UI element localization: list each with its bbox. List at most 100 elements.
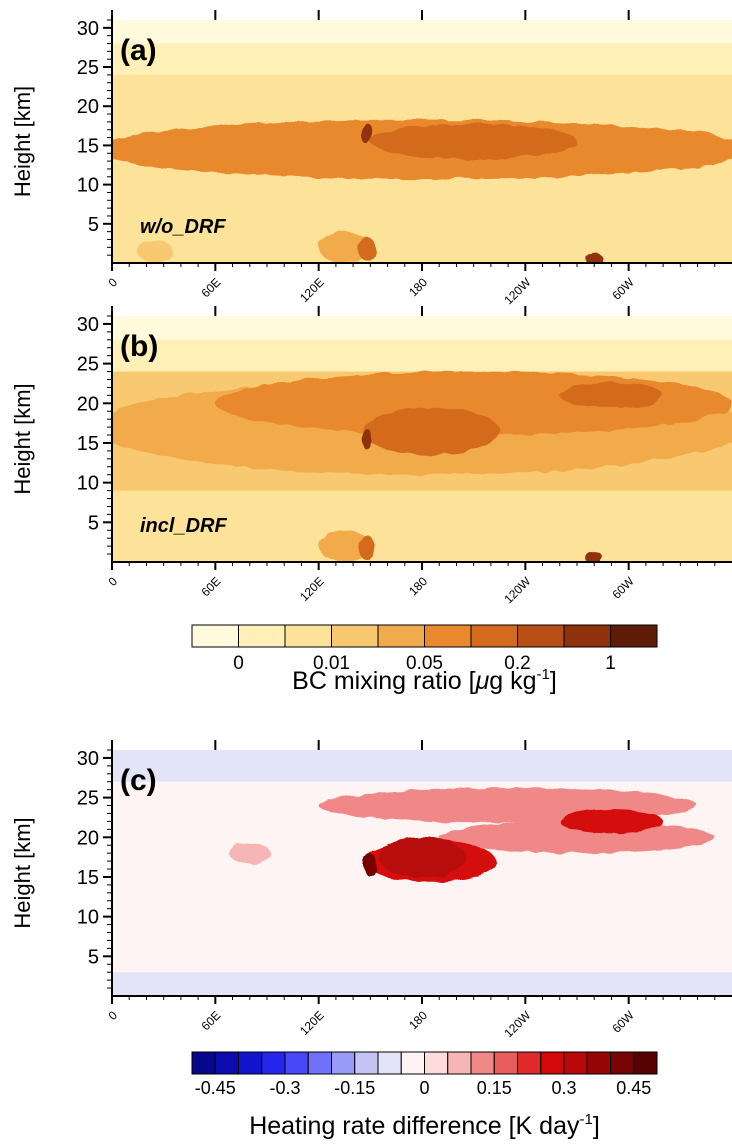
colorbar-label: BC mixing ratio [μg kg-1] (292, 666, 557, 695)
x-tick-label: 120W (501, 275, 534, 308)
x-tick-label: 120W (501, 574, 534, 607)
colorbar-swatch (261, 1051, 286, 1075)
y-tick-label: 5 (88, 214, 99, 236)
colorbar-swatch (191, 624, 239, 648)
colorbar-tick-label: -0.45 (195, 1078, 236, 1098)
colorbar-tick-label: -0.3 (269, 1078, 300, 1098)
heatmap-cell (318, 530, 371, 562)
colorbar-swatch (470, 624, 518, 648)
x-tick-label: 60E (198, 574, 223, 599)
colorbar-swatch (238, 624, 286, 648)
heatmap-cell (318, 231, 371, 263)
colorbar-label: Heating rate difference [K day-1] (249, 1111, 600, 1140)
heatmap-cell (378, 837, 466, 877)
x-tick-label: 60W (609, 574, 637, 602)
y-tick-label: 30 (77, 18, 99, 40)
colorbar-swatch (424, 1051, 449, 1075)
colorbar-swatch (331, 1051, 356, 1075)
colorbar-swatch (191, 1051, 216, 1075)
heatmap-cell (559, 809, 664, 834)
panel-label: (c) (120, 764, 157, 797)
colorbar-swatch (214, 1051, 239, 1075)
y-tick-label: 15 (77, 433, 99, 455)
panel-label: (b) (120, 330, 158, 363)
field-band (112, 972, 732, 996)
colorbar-swatch (610, 624, 658, 648)
colorbar-swatch (563, 624, 611, 648)
field-band (112, 490, 732, 562)
heatmap-cell (361, 428, 373, 450)
colorbar-swatch (470, 1051, 495, 1075)
colorbar-swatch (517, 1051, 542, 1075)
x-tick-label: 60W (609, 1008, 637, 1036)
panel-annotation: w/o_DRF (140, 216, 226, 238)
y-tick-label: 20 (77, 96, 99, 118)
field-band (112, 750, 732, 782)
y-tick-label: 5 (88, 512, 99, 534)
y-tick-label: 30 (77, 314, 99, 336)
colorbar-tick-label: 0.05 (406, 653, 443, 674)
y-tick-label: 30 (77, 748, 99, 770)
panel-b: 5 10 15 20 25 30 0 60E 120E 180 120W 60W Height [km]… (10, 306, 732, 606)
field-band (112, 192, 732, 263)
colorbar-heating: -0.45 -0.3 -0.15 0 0.15 0.3 0.45 Heating rate d… (191, 1051, 658, 1140)
y-axis-label: Height [km] (10, 817, 35, 928)
colorbar-swatch (377, 1051, 402, 1075)
colorbar-swatch (540, 1051, 565, 1075)
colorbar-bc: 0 0.01 0.05 0.2 1 BC mixing ratio [μg kg-1] (191, 624, 658, 695)
y-tick-label: 10 (77, 907, 99, 929)
y-tick-label: 25 (77, 57, 99, 79)
heatmap-cell (361, 407, 500, 455)
y-axis-label: Height [km] (10, 86, 35, 197)
heatmap-field (112, 20, 732, 263)
heatmap-cell (361, 122, 373, 145)
colorbar-swatch (610, 1051, 635, 1075)
field-band (112, 316, 732, 340)
y-tick-label: 15 (77, 867, 99, 889)
colorbar-tick-label: 1 (605, 653, 616, 674)
panel-label: (a) (120, 34, 157, 67)
colorbar-swatch (586, 1051, 611, 1075)
colorbar-swatch (424, 624, 472, 648)
colorbar-tick-label: 0.2 (504, 653, 530, 674)
colorbar-swatch (238, 1051, 263, 1075)
heatmap-cell (229, 842, 271, 864)
y-axis-label: Height [km] (10, 383, 35, 494)
heatmap-cell (137, 239, 173, 263)
colorbar-swatch (377, 624, 425, 648)
y-tick-label: 20 (77, 393, 99, 415)
heatmap-cell (358, 535, 376, 560)
colorbar-tick-label: 0.45 (616, 1078, 651, 1098)
colorbar-tick-label: 0.01 (313, 653, 350, 674)
colorbar-tick-label: -0.15 (334, 1078, 375, 1098)
colorbar-swatch (517, 624, 565, 648)
panel-c: 5 10 15 20 25 30 0 60E 120E 180 120W 60W Height [km]… (10, 740, 732, 1040)
colorbar-swatch (284, 1051, 309, 1075)
x-tick-label: 60W (609, 275, 637, 303)
heatmap-cell (585, 551, 603, 562)
colorbar-swatch (447, 1051, 472, 1075)
panel-annotation: incl_DRF (140, 515, 227, 537)
x-tick-label: 120W (501, 1008, 534, 1041)
heatmap-cell (628, 129, 732, 169)
heatmap-field (112, 316, 732, 562)
heatmap-field (112, 750, 732, 996)
heatmap-cell (370, 123, 577, 160)
colorbar-swatch (331, 624, 379, 648)
x-tick-label: 60E (198, 1008, 223, 1033)
x-tick-label: 180 (406, 1008, 430, 1032)
colorbar-tick-label: 0 (233, 653, 244, 674)
colorbar-swatch (633, 1051, 658, 1075)
colorbar-swatch (493, 1051, 518, 1075)
heatmap-cell (112, 129, 250, 169)
y-tick-label: 20 (77, 827, 99, 849)
y-tick-label: 5 (88, 946, 99, 968)
y-tick-label: 25 (77, 354, 99, 376)
x-tick-label: 120E (297, 574, 327, 604)
colorbar-swatch (307, 1051, 332, 1075)
x-tick-label: 180 (406, 574, 430, 598)
y-tick-label: 10 (77, 175, 99, 197)
heatmap-cell (559, 382, 664, 409)
y-tick-label: 10 (77, 473, 99, 495)
